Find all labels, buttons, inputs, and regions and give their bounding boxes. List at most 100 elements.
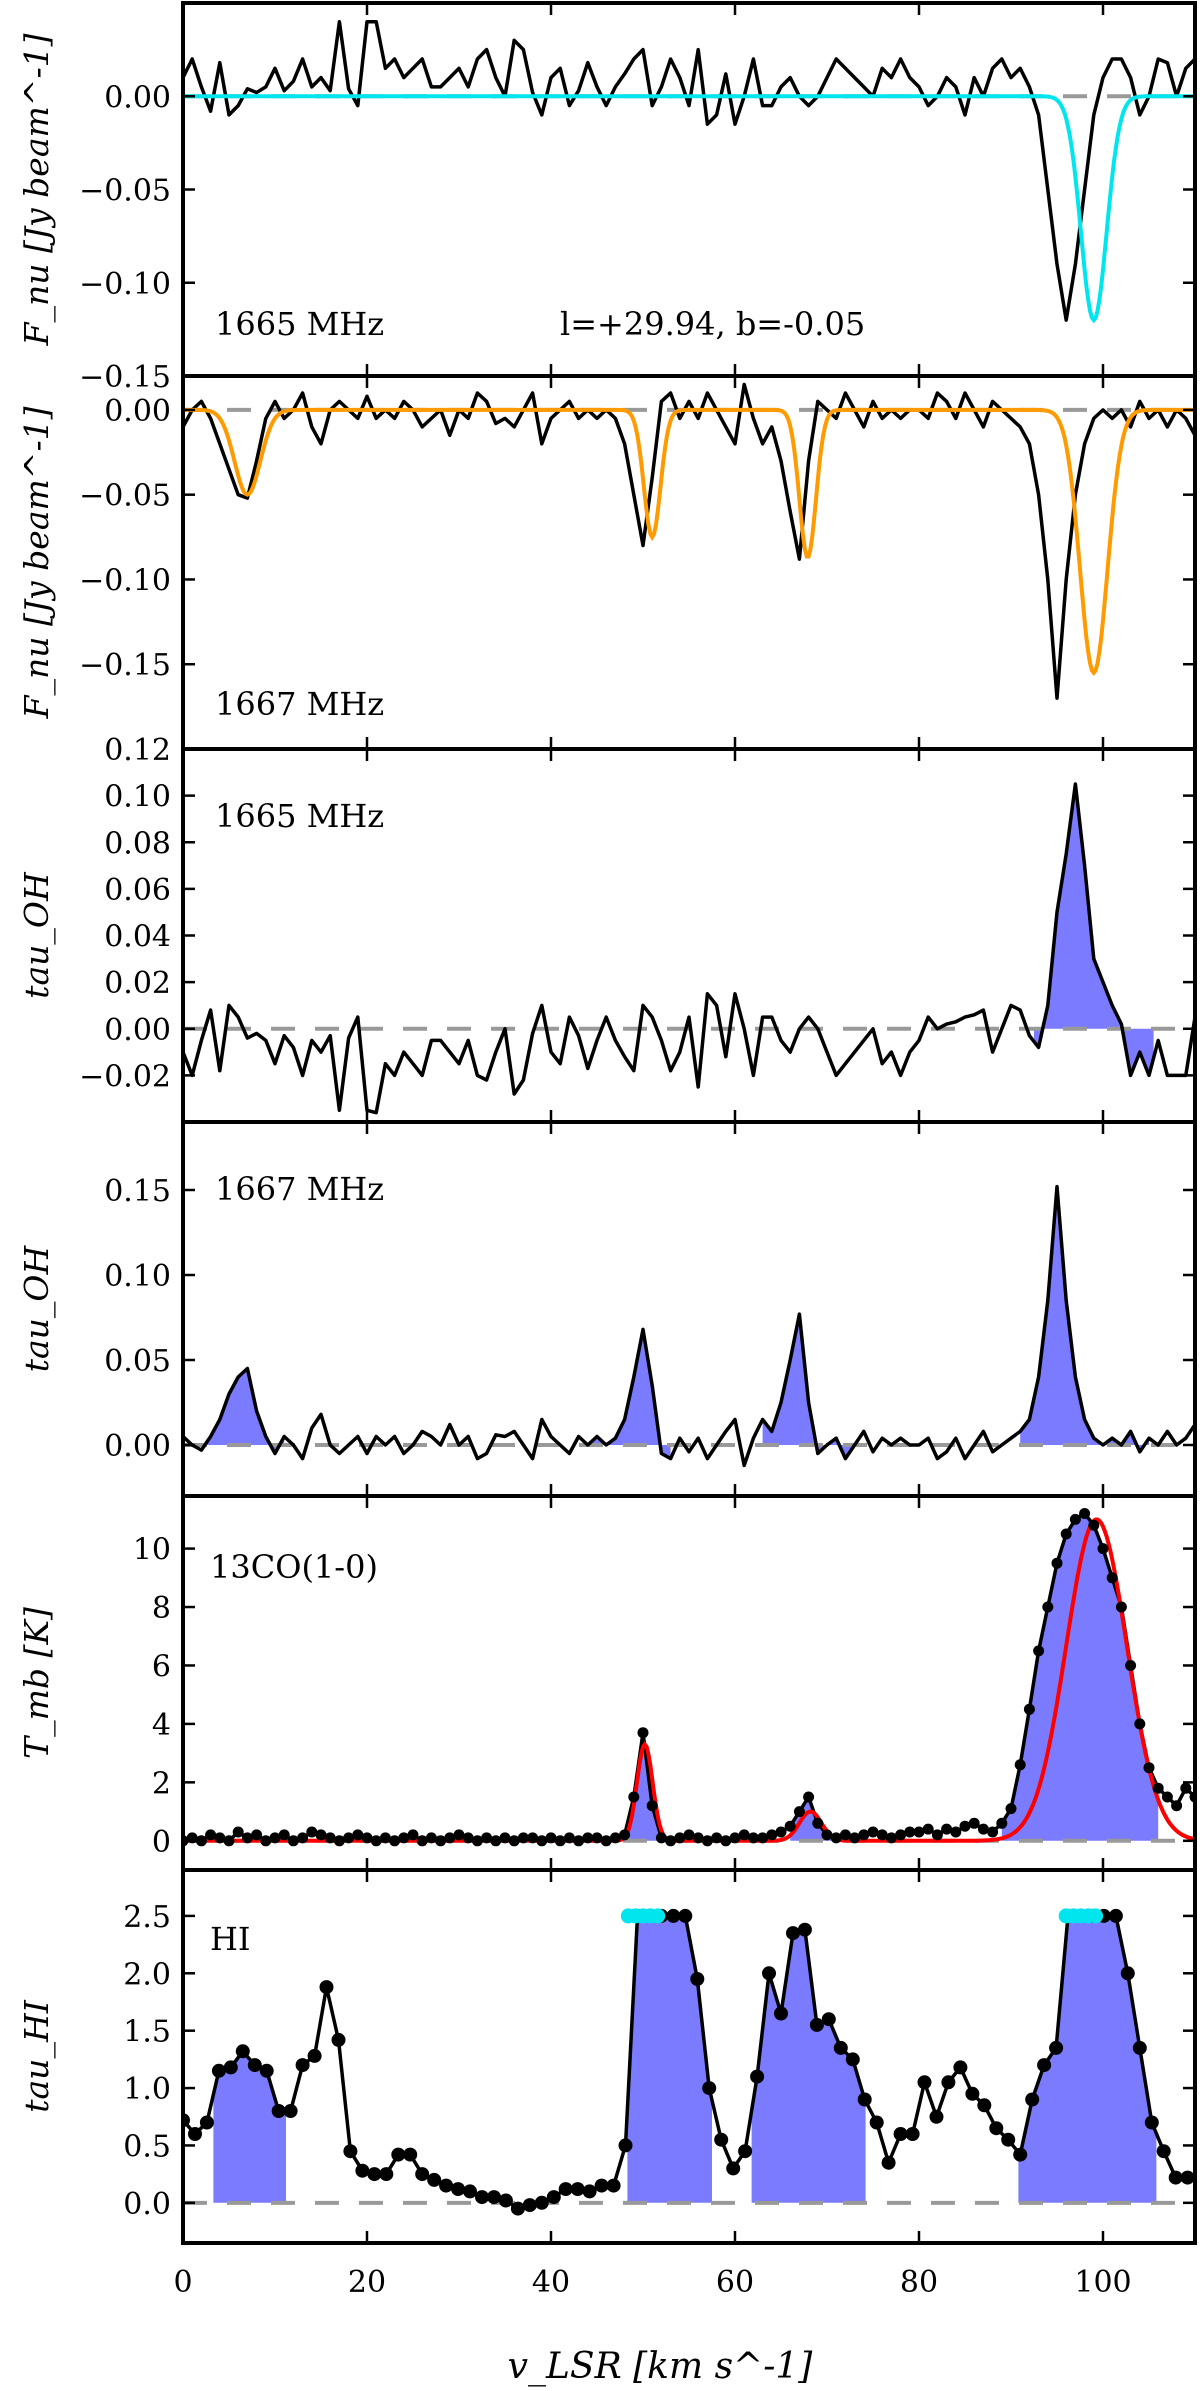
data-point: [821, 2012, 836, 2027]
data-point: [591, 1832, 603, 1844]
y-tick-label: 0.5: [123, 2129, 171, 2164]
data-point: [1132, 2040, 1147, 2055]
gaussian-fit-line: [183, 407, 1194, 676]
x-tick-label: 20: [348, 2265, 386, 2300]
data-point: [1115, 1601, 1127, 1613]
data-point: [1060, 1528, 1072, 1540]
y-tick-label: 0.00: [104, 1013, 171, 1048]
data-point: [1143, 1762, 1155, 1774]
data-point: [439, 2178, 454, 2193]
data-point: [609, 1832, 621, 1844]
data-point: [471, 1835, 483, 1847]
data-point: [1001, 2132, 1016, 2147]
data-point: [977, 2098, 992, 2113]
y-axis-label: tau_OH: [17, 1245, 57, 1373]
data-point: [379, 2167, 394, 2182]
data-point: [922, 1823, 934, 1835]
y-tick-label: 0.02: [104, 966, 171, 1001]
y-tick-label: −0.10: [79, 563, 171, 598]
y-tick-label: −0.02: [79, 1059, 171, 1094]
data-point: [1156, 2144, 1171, 2159]
data-point: [1088, 1519, 1100, 1531]
data-point: [558, 2182, 573, 2197]
data-point: [287, 1835, 299, 1847]
data-point: [487, 2190, 501, 2205]
data-point: [1037, 2058, 1052, 2073]
data-point: [463, 2184, 477, 2199]
data-point: [692, 1832, 704, 1844]
data-point: [247, 2058, 262, 2073]
data-point: [444, 1832, 456, 1844]
data-point: [271, 2104, 286, 2118]
gaussian-fit-line: [183, 94, 1194, 324]
data-point: [379, 1832, 391, 1844]
y-tick-label: −0.05: [79, 174, 171, 209]
data-point: [307, 2048, 322, 2063]
data-point: [869, 2115, 884, 2130]
data-point: [1049, 2040, 1064, 2055]
data-point: [950, 1826, 962, 1838]
y-tick-label: 0.00: [104, 80, 171, 115]
data-point: [905, 2127, 920, 2141]
data-point: [554, 1835, 566, 1847]
data-point: [361, 1832, 373, 1844]
data-point: [297, 1832, 309, 1844]
data-point: [913, 1826, 925, 1838]
annotation: 1665 MHz: [215, 797, 384, 835]
data-line: [183, 19, 1195, 322]
data-point: [839, 1829, 851, 1841]
annotation: 1667 MHz: [215, 685, 384, 723]
panel-1667-tau: 0.00 0.05 0.10 0.15 tau_OH 1667 MHz: [17, 1120, 1197, 1498]
data-point: [391, 2147, 406, 2162]
plot-area: [183, 1184, 1195, 1468]
data-point: [546, 2190, 561, 2205]
data-point: [953, 2060, 968, 2075]
annotation: 1665 MHz: [215, 305, 384, 343]
panel-hi: 0.0 0.5 1.0 1.5 2.0 2.5 tau_HI HI: [17, 1868, 1197, 2245]
data-point: [389, 1835, 401, 1847]
data-point: [1144, 2115, 1159, 2130]
data-point: [545, 1832, 557, 1844]
data-point: [269, 1832, 281, 1844]
data-point: [757, 1832, 769, 1844]
panel-1665-flux: −0.15 −0.10 −0.05 0.00 F_nu [Jy beam^-1] 1665…: [17, 1, 1197, 395]
y-tick-label: 0.06: [104, 873, 171, 908]
data-point: [833, 2040, 848, 2055]
annotation: HI: [210, 1920, 251, 1958]
plot-area: [183, 782, 1195, 1115]
data-point: [738, 1829, 750, 1841]
data-point: [606, 2178, 621, 2193]
data-point: [534, 2195, 549, 2210]
data-point: [416, 1835, 428, 1847]
data-point: [295, 2058, 310, 2073]
data-point: [398, 1832, 410, 1844]
y-tick-label: 2.5: [123, 1900, 171, 1935]
data-point: [1152, 1782, 1164, 1794]
data-point: [1161, 1791, 1173, 1803]
data-point: [845, 2052, 860, 2067]
y-tick-label: 6: [152, 1649, 171, 1684]
data-point: [762, 1966, 776, 1981]
data-point: [720, 1835, 732, 1847]
data-point: [893, 2127, 908, 2141]
data-point: [498, 2193, 513, 2208]
data-point: [941, 1823, 953, 1835]
data-point: [618, 2138, 633, 2153]
data-point: [451, 2182, 466, 2197]
data-point: [968, 1817, 980, 1829]
data-point: [977, 1823, 989, 1835]
data-point: [793, 1806, 805, 1818]
x-tick-label: 40: [532, 2265, 570, 2300]
data-point: [858, 1829, 870, 1841]
data-point: [803, 1791, 815, 1803]
data-point: [784, 1820, 796, 1832]
y-tick-label: 0.10: [104, 1259, 171, 1294]
data-point: [205, 1829, 217, 1841]
data-point: [849, 1832, 861, 1844]
data-point: [1171, 1800, 1183, 1812]
data-point: [876, 1829, 888, 1841]
data-point: [435, 1835, 447, 1847]
data-point: [738, 2144, 753, 2159]
data-point: [959, 1820, 971, 1832]
y-tick-label: 1.0: [123, 2072, 171, 2107]
